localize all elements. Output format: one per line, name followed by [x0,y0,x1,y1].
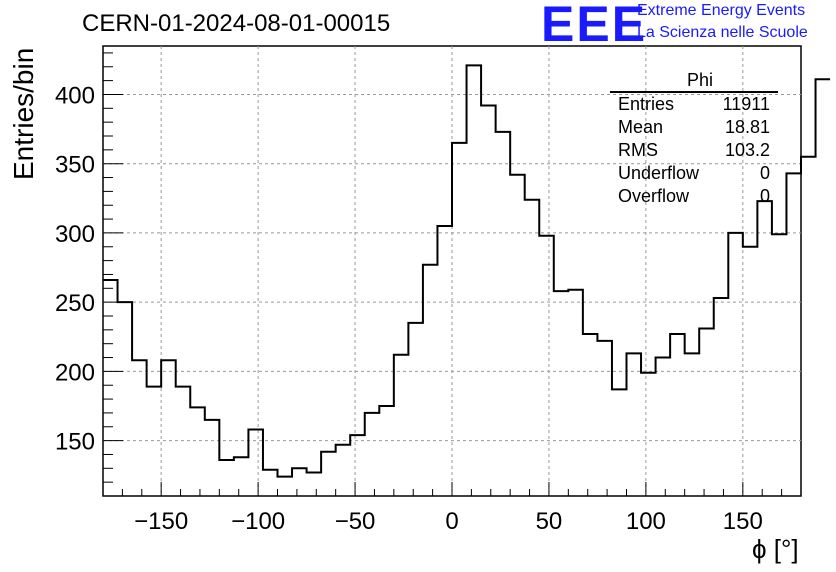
stats-key: Mean [618,117,664,137]
stats-value: 103.2 [724,140,770,160]
stats-key: Overflow [618,186,690,206]
histogram-bin [161,360,176,496]
histogram-bin [278,477,293,496]
histogram-bin [292,468,307,496]
histogram-bin [467,65,482,496]
histogram-bin [321,452,336,496]
logo-subtitle-1: Extreme Energy Events [637,2,806,19]
histogram-bin [641,373,656,496]
histogram-bin [699,328,714,496]
y-tick-label: 150 [55,429,95,456]
y-tick-label: 300 [55,221,95,248]
histogram-bin [627,353,642,496]
axis-ticks [102,52,802,496]
histogram-bin [597,341,612,496]
histogram-bin [350,435,365,496]
y-tick-label: 250 [55,290,95,317]
stats-key: RMS [618,140,658,160]
histogram-bin [816,79,831,496]
histogram-bin [496,132,511,496]
chart-title: CERN-01-2024-08-01-00015 [82,10,391,37]
stats-box: Phi Entries 11911 Mean 18.81 RMS 103.2 U… [610,70,778,208]
histogram-bin [801,157,816,496]
stats-row-mean: Mean 18.81 [610,116,778,139]
histogram-bin [452,143,467,496]
histogram-bin [656,358,671,496]
histogram-bin [336,445,351,496]
histogram-bin [118,302,133,496]
histogram-bin [786,173,801,496]
histogram-bin [510,175,525,496]
stats-value: 0 [759,163,770,183]
stats-value: 11911 [722,94,770,114]
histogram-bin [176,387,191,496]
histogram-bin [539,236,554,496]
histogram-bin [205,420,220,496]
histogram-bin [248,430,263,496]
x-tick-label: −50 [335,508,376,535]
histogram-bin [554,291,569,496]
histogram-outline [103,64,831,478]
stats-row-overflow: Overflow 0 [610,185,778,208]
y-axis-label: Entries/bin [8,47,39,180]
histogram-bin [670,334,685,496]
tick-labels: −150 −100 −50 0 50 100 150 150 200 250 300 350 400 [55,82,763,535]
histogram-bin [728,233,743,496]
histogram-bin [365,413,380,496]
histogram-bin [772,234,787,496]
logo-subtitle-2: La Scienza nelle Scuole [637,24,808,41]
stats-value: 0 [759,186,770,206]
x-tick-label: 100 [626,508,666,535]
histogram-bin [219,460,234,496]
stats-row-underflow: Underflow 0 [610,162,778,185]
histogram-bin [583,334,598,496]
histogram-bin [234,457,249,496]
x-tick-label: 150 [723,508,763,535]
histogram-bin [568,290,583,496]
histogram-bin [525,200,540,496]
x-tick-label: −100 [231,508,285,535]
eee-logo: EEE [541,0,648,52]
y-tick-label: 200 [55,359,95,386]
histogram-bin [379,406,394,496]
stats-value: 18.81 [724,117,770,137]
x-tick-label: −150 [134,508,188,535]
histogram-bin [408,323,423,496]
histogram-bin [132,360,147,496]
y-tick-label: 350 [55,152,95,179]
histogram-bin [103,280,118,496]
histogram-bin [612,389,627,496]
stats-title: Phi [610,70,778,93]
histogram-bin [437,226,452,496]
stats-row-rms: RMS 103.2 [610,139,778,162]
histogram-bin [714,298,729,496]
histogram-bin [263,470,278,496]
stats-key: Entries [618,94,675,114]
histogram-bin [685,353,700,496]
x-axis-label: ϕ [°] [752,534,799,564]
y-tick-label: 400 [55,82,95,109]
stats-row-entries: Entries 11911 [610,93,778,116]
x-tick-label: 50 [536,508,563,535]
histogram-bin [147,387,162,496]
histogram-bin [394,355,409,496]
histogram-bin [757,201,772,496]
histogram-bin [423,265,438,496]
histogram-bin [190,407,205,496]
x-tick-label: 0 [445,508,458,535]
stats-key: Underflow [618,163,700,183]
histogram-bin [307,472,322,496]
